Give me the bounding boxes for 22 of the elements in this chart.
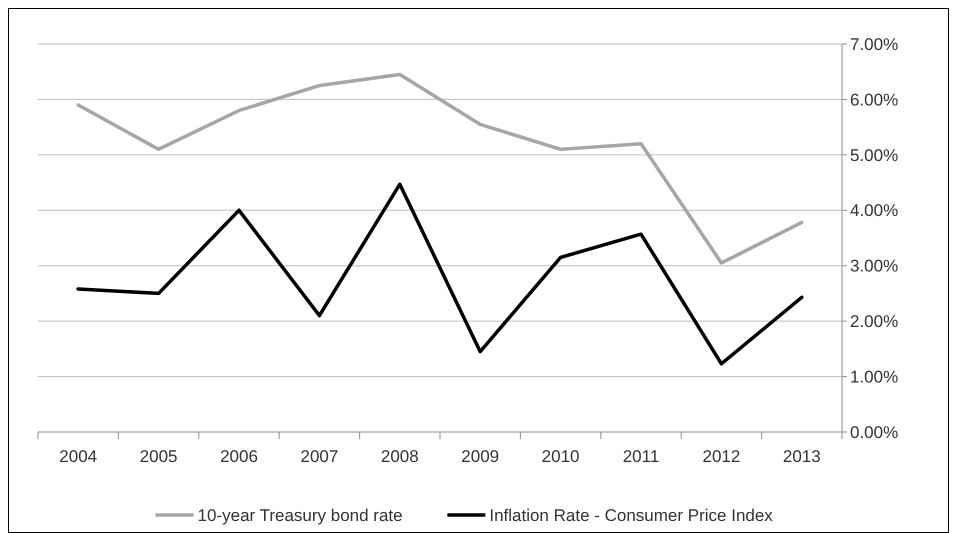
y-tick-label: 4.00%: [850, 201, 898, 220]
x-tick-label: 2006: [220, 447, 258, 466]
y-tick-label: 7.00%: [850, 34, 898, 54]
x-tick-label: 2010: [542, 447, 580, 466]
x-tick-label: 2004: [59, 447, 98, 466]
x-tick-label: 2005: [140, 447, 178, 466]
x-tick-label: 2008: [380, 447, 419, 466]
y-tick-label: 0.00%: [850, 422, 898, 442]
y-tick-label: 1.00%: [850, 368, 898, 387]
x-tick-label: 2013: [782, 447, 821, 466]
y-tick-label: 3.00%: [850, 256, 898, 276]
y-tick-label: 6.00%: [850, 90, 898, 110]
x-tick-label: 2009: [461, 447, 500, 466]
legend-label: 10-year Treasury bond rate: [198, 506, 403, 525]
legend-label: Inflation Rate - Consumer Price Index: [489, 506, 774, 525]
y-tick-label: 5.00%: [850, 146, 898, 165]
y-tick-label: 2.00%: [850, 312, 898, 332]
line-series: [76, 182, 804, 366]
x-tick-label: 2011: [622, 447, 660, 466]
x-tick-label: 2012: [702, 447, 740, 466]
x-tick-label: 2007: [300, 447, 338, 466]
line-series: [76, 72, 804, 265]
